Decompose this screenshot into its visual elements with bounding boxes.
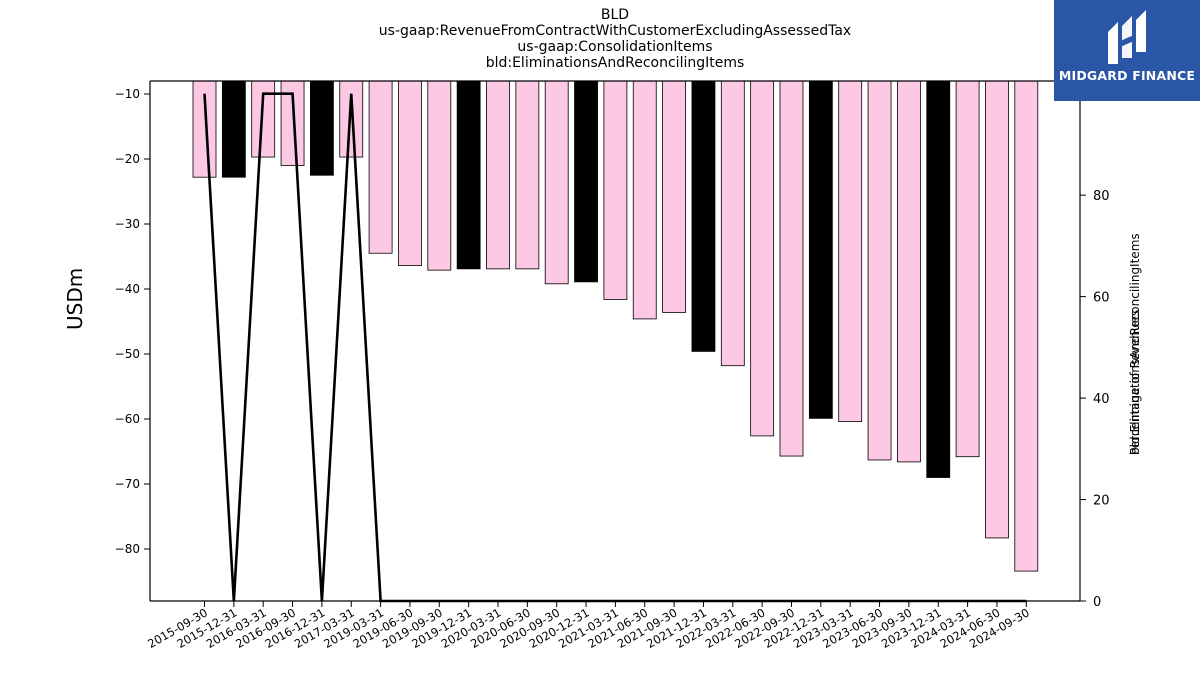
y-tick-label: −40 [115, 282, 140, 296]
chart-title-line-2: us-gaap:RevenueFromContractWithCustomerE… [378, 23, 852, 39]
bar [955, 80, 980, 458]
brand-logo: MIDGARD FINANCE [1054, 0, 1200, 101]
chart-title-line-4: bld:EliminationsAndReconcilingItems [485, 55, 745, 71]
bar [486, 80, 510, 270]
bar [779, 80, 804, 457]
y-tick-label: −10 [115, 87, 140, 101]
bar [867, 80, 892, 461]
bar [632, 80, 657, 320]
y-right-tick-label: 60 [1093, 291, 1110, 306]
y-tick-label: −30 [115, 217, 140, 231]
y-axis-title: USDm [63, 267, 87, 330]
bar [985, 80, 1009, 539]
bar [515, 80, 540, 270]
bar [897, 80, 921, 463]
bar [544, 80, 569, 285]
bar [720, 80, 745, 367]
y-right-tick-label: 0 [1093, 595, 1101, 610]
bar [926, 80, 951, 478]
y-axis-right-title-line-2: bld:EliminationsAndReconcilingItems [1128, 233, 1142, 455]
y-tick-label: −20 [115, 152, 140, 166]
chart-title-line-3: us-gaap:ConsolidationItems [517, 39, 713, 55]
bar [427, 80, 452, 271]
bar [309, 80, 334, 176]
bar [838, 80, 863, 423]
y-tick-label: −60 [115, 412, 140, 426]
bar [662, 80, 686, 313]
bar [368, 80, 393, 254]
chart-title-line-1: BLD [600, 7, 630, 23]
y-right-tick-label: 80 [1093, 189, 1110, 204]
bar [398, 80, 422, 267]
bar [221, 80, 246, 178]
bar [456, 80, 481, 270]
bar [691, 80, 716, 352]
y-right-tick-label: 40 [1093, 392, 1110, 407]
midgard-logo-icon [1108, 10, 1146, 64]
logo-text: MIDGARD FINANCE [1058, 68, 1196, 83]
y-tick-label: −70 [115, 477, 140, 491]
bar [574, 80, 598, 283]
bar [603, 80, 628, 300]
y-tick-label: −50 [115, 347, 140, 361]
bar [339, 80, 364, 158]
y-tick-label: −80 [115, 542, 140, 556]
y-right-tick-label: 20 [1093, 494, 1110, 509]
bar [750, 80, 775, 437]
bar [808, 80, 833, 419]
bar [1014, 80, 1039, 572]
